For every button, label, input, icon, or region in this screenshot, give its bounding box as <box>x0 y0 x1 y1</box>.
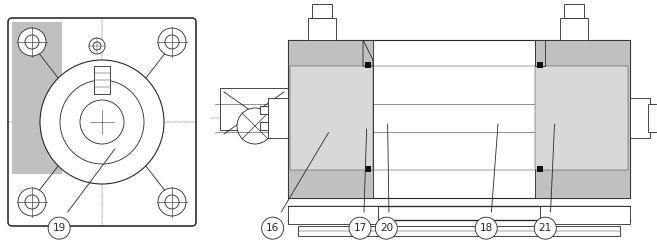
Circle shape <box>25 35 39 49</box>
Circle shape <box>18 188 46 216</box>
Text: 19: 19 <box>53 223 66 233</box>
Bar <box>260 106 288 114</box>
Bar <box>537 62 543 68</box>
Bar <box>220 88 288 130</box>
Bar <box>365 62 371 68</box>
Circle shape <box>158 28 186 56</box>
Bar <box>290 66 373 170</box>
Bar <box>288 40 373 198</box>
Bar <box>368 66 540 170</box>
Polygon shape <box>363 40 373 66</box>
Bar <box>564 4 584 18</box>
Circle shape <box>48 217 70 239</box>
Bar <box>537 166 543 172</box>
Bar <box>308 18 336 40</box>
Bar <box>12 22 62 74</box>
Circle shape <box>375 217 397 239</box>
Bar <box>288 40 630 198</box>
Circle shape <box>18 28 46 56</box>
Circle shape <box>165 35 179 49</box>
Circle shape <box>40 60 164 184</box>
Circle shape <box>165 195 179 209</box>
Text: 20: 20 <box>380 223 393 233</box>
Bar <box>12 70 62 174</box>
Bar <box>94 66 110 94</box>
Text: 18: 18 <box>480 223 493 233</box>
Circle shape <box>80 100 124 144</box>
Polygon shape <box>535 40 545 66</box>
FancyBboxPatch shape <box>8 18 196 226</box>
Circle shape <box>93 42 101 50</box>
Bar <box>560 18 588 40</box>
Circle shape <box>89 38 105 54</box>
Bar <box>312 4 332 18</box>
Bar <box>288 104 630 132</box>
Bar <box>260 122 288 130</box>
Bar <box>630 98 650 138</box>
Circle shape <box>25 195 39 209</box>
Bar <box>268 98 288 138</box>
Bar <box>648 104 657 132</box>
Circle shape <box>261 217 284 239</box>
Bar <box>365 166 371 172</box>
Circle shape <box>237 108 273 144</box>
Text: 21: 21 <box>539 223 552 233</box>
Bar <box>535 40 630 198</box>
Bar <box>288 206 378 224</box>
Text: 17: 17 <box>353 223 367 233</box>
Bar <box>535 66 628 170</box>
Bar <box>298 226 620 236</box>
Circle shape <box>349 217 371 239</box>
Circle shape <box>60 80 144 164</box>
Circle shape <box>475 217 497 239</box>
Circle shape <box>534 217 556 239</box>
Bar <box>540 206 630 224</box>
Circle shape <box>158 188 186 216</box>
Text: 16: 16 <box>266 223 279 233</box>
